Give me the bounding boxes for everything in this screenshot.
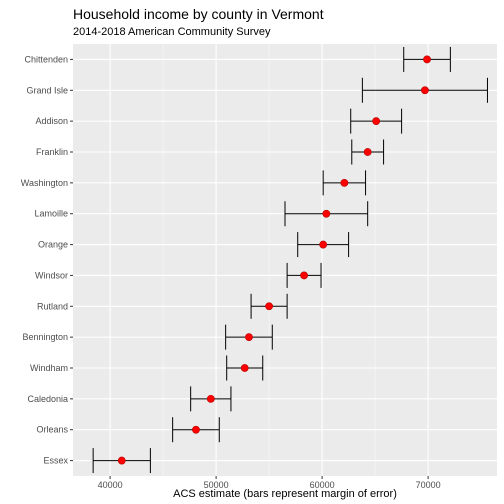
- estimate-point: [245, 333, 253, 342]
- x-tick-label: 40000: [98, 480, 123, 490]
- estimate-point: [423, 55, 431, 64]
- x-tick-label: 50000: [204, 480, 229, 490]
- error-bar-group: [92, 448, 151, 474]
- x-axis-labels: 40000 50000 60000 70000: [98, 476, 441, 490]
- error-bar-group: [403, 46, 451, 72]
- error-bar-group: [172, 417, 220, 443]
- y-tick-label: Orleans: [36, 425, 68, 435]
- y-tick-label: Chittenden: [24, 54, 68, 64]
- data-marks: [92, 46, 488, 474]
- estimate-point: [206, 394, 215, 403]
- error-bar-group: [351, 139, 385, 165]
- y-tick-label: Essex: [43, 456, 68, 466]
- y-tick-label: Bennington: [22, 332, 68, 342]
- error-bar-group: [286, 262, 322, 288]
- x-tick-label: 70000: [416, 480, 441, 490]
- y-tick-label: Orange: [38, 240, 68, 250]
- x-tick-label: 60000: [310, 480, 335, 490]
- y-tick-label: Franklin: [36, 147, 68, 157]
- estimate-point: [363, 148, 372, 156]
- y-tick-label: Grand Isle: [26, 85, 68, 95]
- error-bar-group: [225, 324, 273, 350]
- error-bar-group: [297, 232, 350, 258]
- estimate-point: [265, 302, 273, 311]
- estimate-point: [240, 364, 249, 372]
- error-bar-group: [226, 355, 264, 381]
- chart-title: Household income by county in Vermont: [73, 6, 324, 22]
- estimate-point: [421, 86, 429, 95]
- estimate-point: [117, 456, 126, 465]
- estimate-point: [322, 209, 331, 218]
- estimate-point: [300, 271, 308, 280]
- estimate-point: [192, 425, 200, 434]
- estimate-point: [319, 240, 328, 249]
- error-bar-group: [361, 77, 488, 103]
- chart-subtitle: 2014-2018 American Community Survey: [73, 26, 271, 38]
- y-tick-label: Caledonia: [27, 394, 68, 404]
- error-bar-group: [322, 170, 367, 196]
- estimate-point: [372, 117, 381, 126]
- y-tick-label: Lamoille: [34, 209, 68, 219]
- y-tick-label: Windham: [30, 363, 68, 373]
- y-axis-labels: Chittenden Grand Isle Addison Franklin Washi…: [21, 54, 73, 466]
- estimate-point: [340, 178, 349, 187]
- y-tick-label: Windsor: [35, 270, 68, 280]
- y-tick-label: Rutland: [37, 301, 68, 311]
- error-bar-group: [250, 293, 288, 319]
- y-tick-label: Addison: [35, 116, 68, 126]
- error-bar-group: [190, 386, 232, 412]
- error-bar-group: [284, 201, 369, 227]
- y-tick-label: Washington: [21, 178, 68, 188]
- x-axis-title: ACS estimate (bars represent margin of e…: [173, 488, 397, 500]
- plot-panel: [73, 44, 497, 476]
- error-bar-group: [350, 108, 403, 134]
